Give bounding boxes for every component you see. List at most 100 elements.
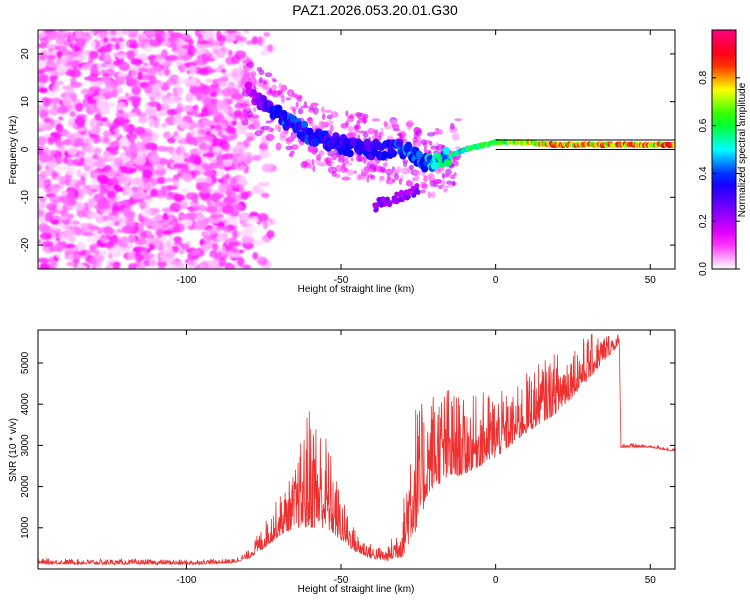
heatmap-cell — [243, 30, 250, 34]
colorbar-tick-label: 0.4 — [698, 166, 709, 180]
heatmap-cell — [175, 264, 185, 269]
heatmap-cell — [222, 142, 231, 152]
heatmap-cell — [354, 112, 362, 117]
heatmap-cell — [161, 49, 168, 59]
heatmap-cell — [108, 63, 115, 71]
heatmap-cell — [226, 126, 237, 135]
heatmap-cell — [44, 150, 57, 155]
heatmap-cell — [70, 81, 83, 88]
heatmap-cell — [146, 30, 156, 36]
heatmap-cell — [49, 75, 57, 84]
heatmap-cell — [60, 130, 71, 136]
heatmap-cell — [110, 37, 118, 42]
heatmap-cell — [221, 133, 228, 144]
heatmap-cell — [233, 109, 243, 117]
heatmap-cell — [63, 165, 76, 172]
heatmap-cell — [80, 88, 91, 96]
heatmap-cell — [137, 67, 148, 73]
heatmap-cell — [167, 264, 178, 269]
heatmap-cell — [218, 101, 227, 112]
heatmap-cell — [278, 82, 283, 90]
heatmap-cell — [230, 247, 238, 254]
heatmap-cell — [396, 138, 404, 147]
heatmap-cell — [281, 95, 285, 103]
heatmap-cell — [227, 216, 239, 225]
heatmap-cell — [39, 232, 53, 240]
colorbar-tick-label: 0.8 — [698, 70, 709, 84]
heatmap-cell — [398, 190, 404, 196]
heatmap-cell — [127, 217, 135, 222]
heatmap-cell — [66, 158, 75, 167]
heatmap-cell — [89, 243, 100, 250]
spectrogram-y-tick-label: 10 — [20, 96, 31, 108]
heatmap-cell — [171, 47, 179, 53]
heatmap-cell — [239, 103, 249, 107]
heatmap-cell — [201, 91, 212, 101]
heatmap-cell — [149, 238, 159, 245]
heatmap-cell — [194, 220, 207, 230]
heatmap-cell — [137, 32, 148, 41]
heatmap-cell — [142, 135, 152, 142]
heatmap-cell — [285, 138, 292, 145]
heatmap-cell — [265, 133, 275, 141]
heatmap-cell — [201, 185, 207, 194]
heatmap-cell — [119, 165, 128, 174]
spectrogram-x-tick-label: -100 — [176, 275, 196, 286]
ridge-blobs — [239, 56, 675, 213]
heatmap-cell — [265, 120, 272, 124]
heatmap-cell — [38, 164, 42, 172]
heatmap-cell — [157, 111, 168, 116]
heatmap-cell — [65, 68, 76, 77]
heatmap-cell — [449, 122, 455, 130]
heatmap-cell — [102, 72, 110, 78]
heatmap-cell — [62, 96, 73, 107]
heatmap-cell — [261, 192, 270, 198]
heatmap-cell — [58, 59, 67, 69]
heatmap-cell — [123, 212, 136, 219]
heatmap-cell — [366, 175, 370, 183]
heatmap-cell — [212, 40, 221, 47]
heatmap-cell — [68, 225, 80, 231]
heatmap-cell — [387, 202, 393, 208]
heatmap-cell — [97, 227, 103, 234]
heatmap-cell — [178, 213, 187, 219]
heatmap-cell — [88, 198, 96, 204]
heatmap-cell — [238, 154, 248, 160]
heatmap-cell — [420, 189, 426, 194]
heatmap-cell — [234, 34, 244, 41]
heatmap-cell — [207, 106, 215, 115]
heatmap-cell — [75, 197, 83, 205]
heatmap-cell — [84, 31, 91, 37]
heatmap-cell — [163, 68, 171, 77]
heatmap-cell — [109, 142, 118, 148]
heatmap-cell — [340, 122, 349, 129]
heatmap-cell — [86, 236, 93, 244]
heatmap-cell — [180, 243, 190, 250]
heatmap-cell — [242, 236, 255, 244]
heatmap-cell — [90, 125, 100, 135]
heatmap-cell — [430, 145, 438, 150]
heatmap-cell — [123, 184, 131, 195]
heatmap-cell — [192, 122, 204, 128]
chart-title: PAZ1.2026.053.20.01.G30 — [292, 2, 458, 18]
heatmap-cell — [243, 139, 250, 148]
heatmap-cell — [262, 219, 269, 230]
heatmap-cell — [414, 174, 420, 182]
heatmap-cell — [85, 157, 94, 166]
snr-x-tick-label: 0 — [493, 575, 499, 586]
snr-y-tick-label: 4000 — [20, 393, 31, 416]
heatmap-cell — [410, 185, 416, 191]
heatmap-cell — [381, 150, 389, 159]
heatmap-cell — [38, 222, 49, 233]
heatmap-cell — [83, 232, 95, 237]
heatmap-cell — [250, 76, 256, 84]
heatmap-cell — [213, 201, 225, 208]
heatmap-cell — [201, 53, 208, 60]
heatmap-cell — [46, 160, 58, 169]
heatmap-cell — [300, 120, 309, 129]
heatmap-cell — [202, 163, 214, 172]
heatmap-cell — [223, 165, 232, 172]
heatmap-cell — [133, 155, 146, 166]
heatmap-cell — [358, 130, 368, 134]
heatmap-cell — [202, 235, 212, 245]
